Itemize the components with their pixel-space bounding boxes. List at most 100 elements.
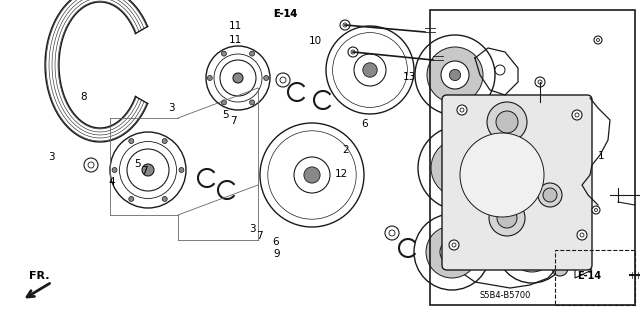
Circle shape — [348, 47, 358, 57]
Text: 1: 1 — [598, 151, 605, 161]
Text: 2: 2 — [342, 145, 349, 155]
Circle shape — [592, 206, 600, 214]
Circle shape — [250, 51, 255, 56]
Circle shape — [489, 189, 501, 201]
Circle shape — [220, 60, 256, 96]
Circle shape — [363, 63, 377, 77]
Circle shape — [350, 50, 390, 90]
Circle shape — [206, 46, 270, 110]
Circle shape — [449, 70, 461, 81]
Circle shape — [427, 47, 483, 103]
Circle shape — [110, 132, 186, 208]
Circle shape — [440, 240, 464, 264]
Circle shape — [88, 162, 94, 168]
Circle shape — [446, 154, 474, 182]
Circle shape — [575, 113, 579, 117]
Text: 4: 4 — [109, 177, 115, 187]
Circle shape — [495, 65, 505, 75]
Circle shape — [460, 133, 544, 217]
Circle shape — [278, 141, 346, 209]
Circle shape — [221, 51, 227, 56]
Circle shape — [346, 46, 394, 94]
Bar — [555, 250, 635, 305]
Text: S5B4-B5700: S5B4-B5700 — [480, 291, 531, 300]
Circle shape — [273, 136, 351, 214]
Text: 3: 3 — [249, 224, 255, 234]
Circle shape — [596, 39, 600, 41]
Text: E-14: E-14 — [577, 271, 601, 281]
Circle shape — [441, 61, 469, 89]
Circle shape — [538, 183, 562, 207]
Circle shape — [250, 100, 255, 105]
Circle shape — [552, 260, 568, 276]
Text: 6: 6 — [272, 237, 278, 248]
Circle shape — [489, 200, 525, 236]
Text: E-14: E-14 — [273, 9, 297, 19]
Circle shape — [264, 76, 269, 80]
FancyBboxPatch shape — [442, 95, 592, 270]
Circle shape — [385, 226, 399, 240]
Circle shape — [284, 146, 340, 204]
Circle shape — [221, 100, 227, 105]
Text: 3: 3 — [168, 103, 175, 114]
Text: 9: 9 — [273, 249, 280, 259]
Circle shape — [280, 77, 286, 83]
Circle shape — [489, 147, 525, 183]
Circle shape — [535, 77, 545, 87]
Circle shape — [84, 158, 98, 172]
Circle shape — [496, 111, 518, 133]
Bar — [430, 10, 635, 305]
Text: E-14: E-14 — [273, 9, 297, 19]
Circle shape — [142, 164, 154, 176]
Circle shape — [577, 230, 587, 240]
Circle shape — [487, 102, 527, 142]
Circle shape — [354, 54, 386, 86]
Circle shape — [337, 37, 403, 103]
Circle shape — [538, 80, 542, 84]
Circle shape — [418, 126, 502, 210]
Circle shape — [497, 213, 567, 283]
Text: 7: 7 — [230, 116, 236, 126]
Text: 3: 3 — [48, 152, 54, 162]
Text: 7: 7 — [141, 166, 147, 176]
Circle shape — [268, 131, 356, 219]
Circle shape — [341, 41, 399, 99]
Circle shape — [454, 162, 466, 174]
Circle shape — [260, 123, 364, 227]
Circle shape — [162, 197, 167, 202]
Text: 12: 12 — [335, 169, 348, 179]
Circle shape — [449, 240, 459, 250]
Circle shape — [129, 138, 134, 144]
Circle shape — [527, 244, 536, 252]
Circle shape — [162, 138, 167, 144]
Polygon shape — [575, 262, 592, 278]
Circle shape — [572, 110, 582, 120]
Circle shape — [521, 237, 543, 259]
Circle shape — [493, 192, 497, 197]
Circle shape — [543, 188, 557, 202]
Circle shape — [594, 36, 602, 44]
Circle shape — [457, 105, 467, 115]
Circle shape — [595, 209, 598, 211]
Text: 10: 10 — [308, 36, 321, 47]
Circle shape — [415, 35, 495, 115]
Circle shape — [343, 23, 347, 27]
Circle shape — [276, 73, 290, 87]
Circle shape — [304, 167, 320, 183]
Circle shape — [497, 208, 517, 228]
Circle shape — [120, 142, 177, 198]
Circle shape — [389, 230, 395, 236]
Circle shape — [580, 233, 584, 237]
Circle shape — [351, 50, 355, 54]
Circle shape — [207, 76, 212, 80]
Circle shape — [294, 157, 330, 193]
Text: 11: 11 — [229, 35, 242, 45]
Circle shape — [447, 247, 457, 257]
Text: 5: 5 — [222, 110, 228, 120]
Circle shape — [326, 26, 414, 114]
Circle shape — [179, 167, 184, 173]
Text: 13: 13 — [403, 71, 416, 82]
Circle shape — [214, 54, 262, 102]
Circle shape — [289, 152, 335, 198]
Circle shape — [508, 224, 556, 272]
